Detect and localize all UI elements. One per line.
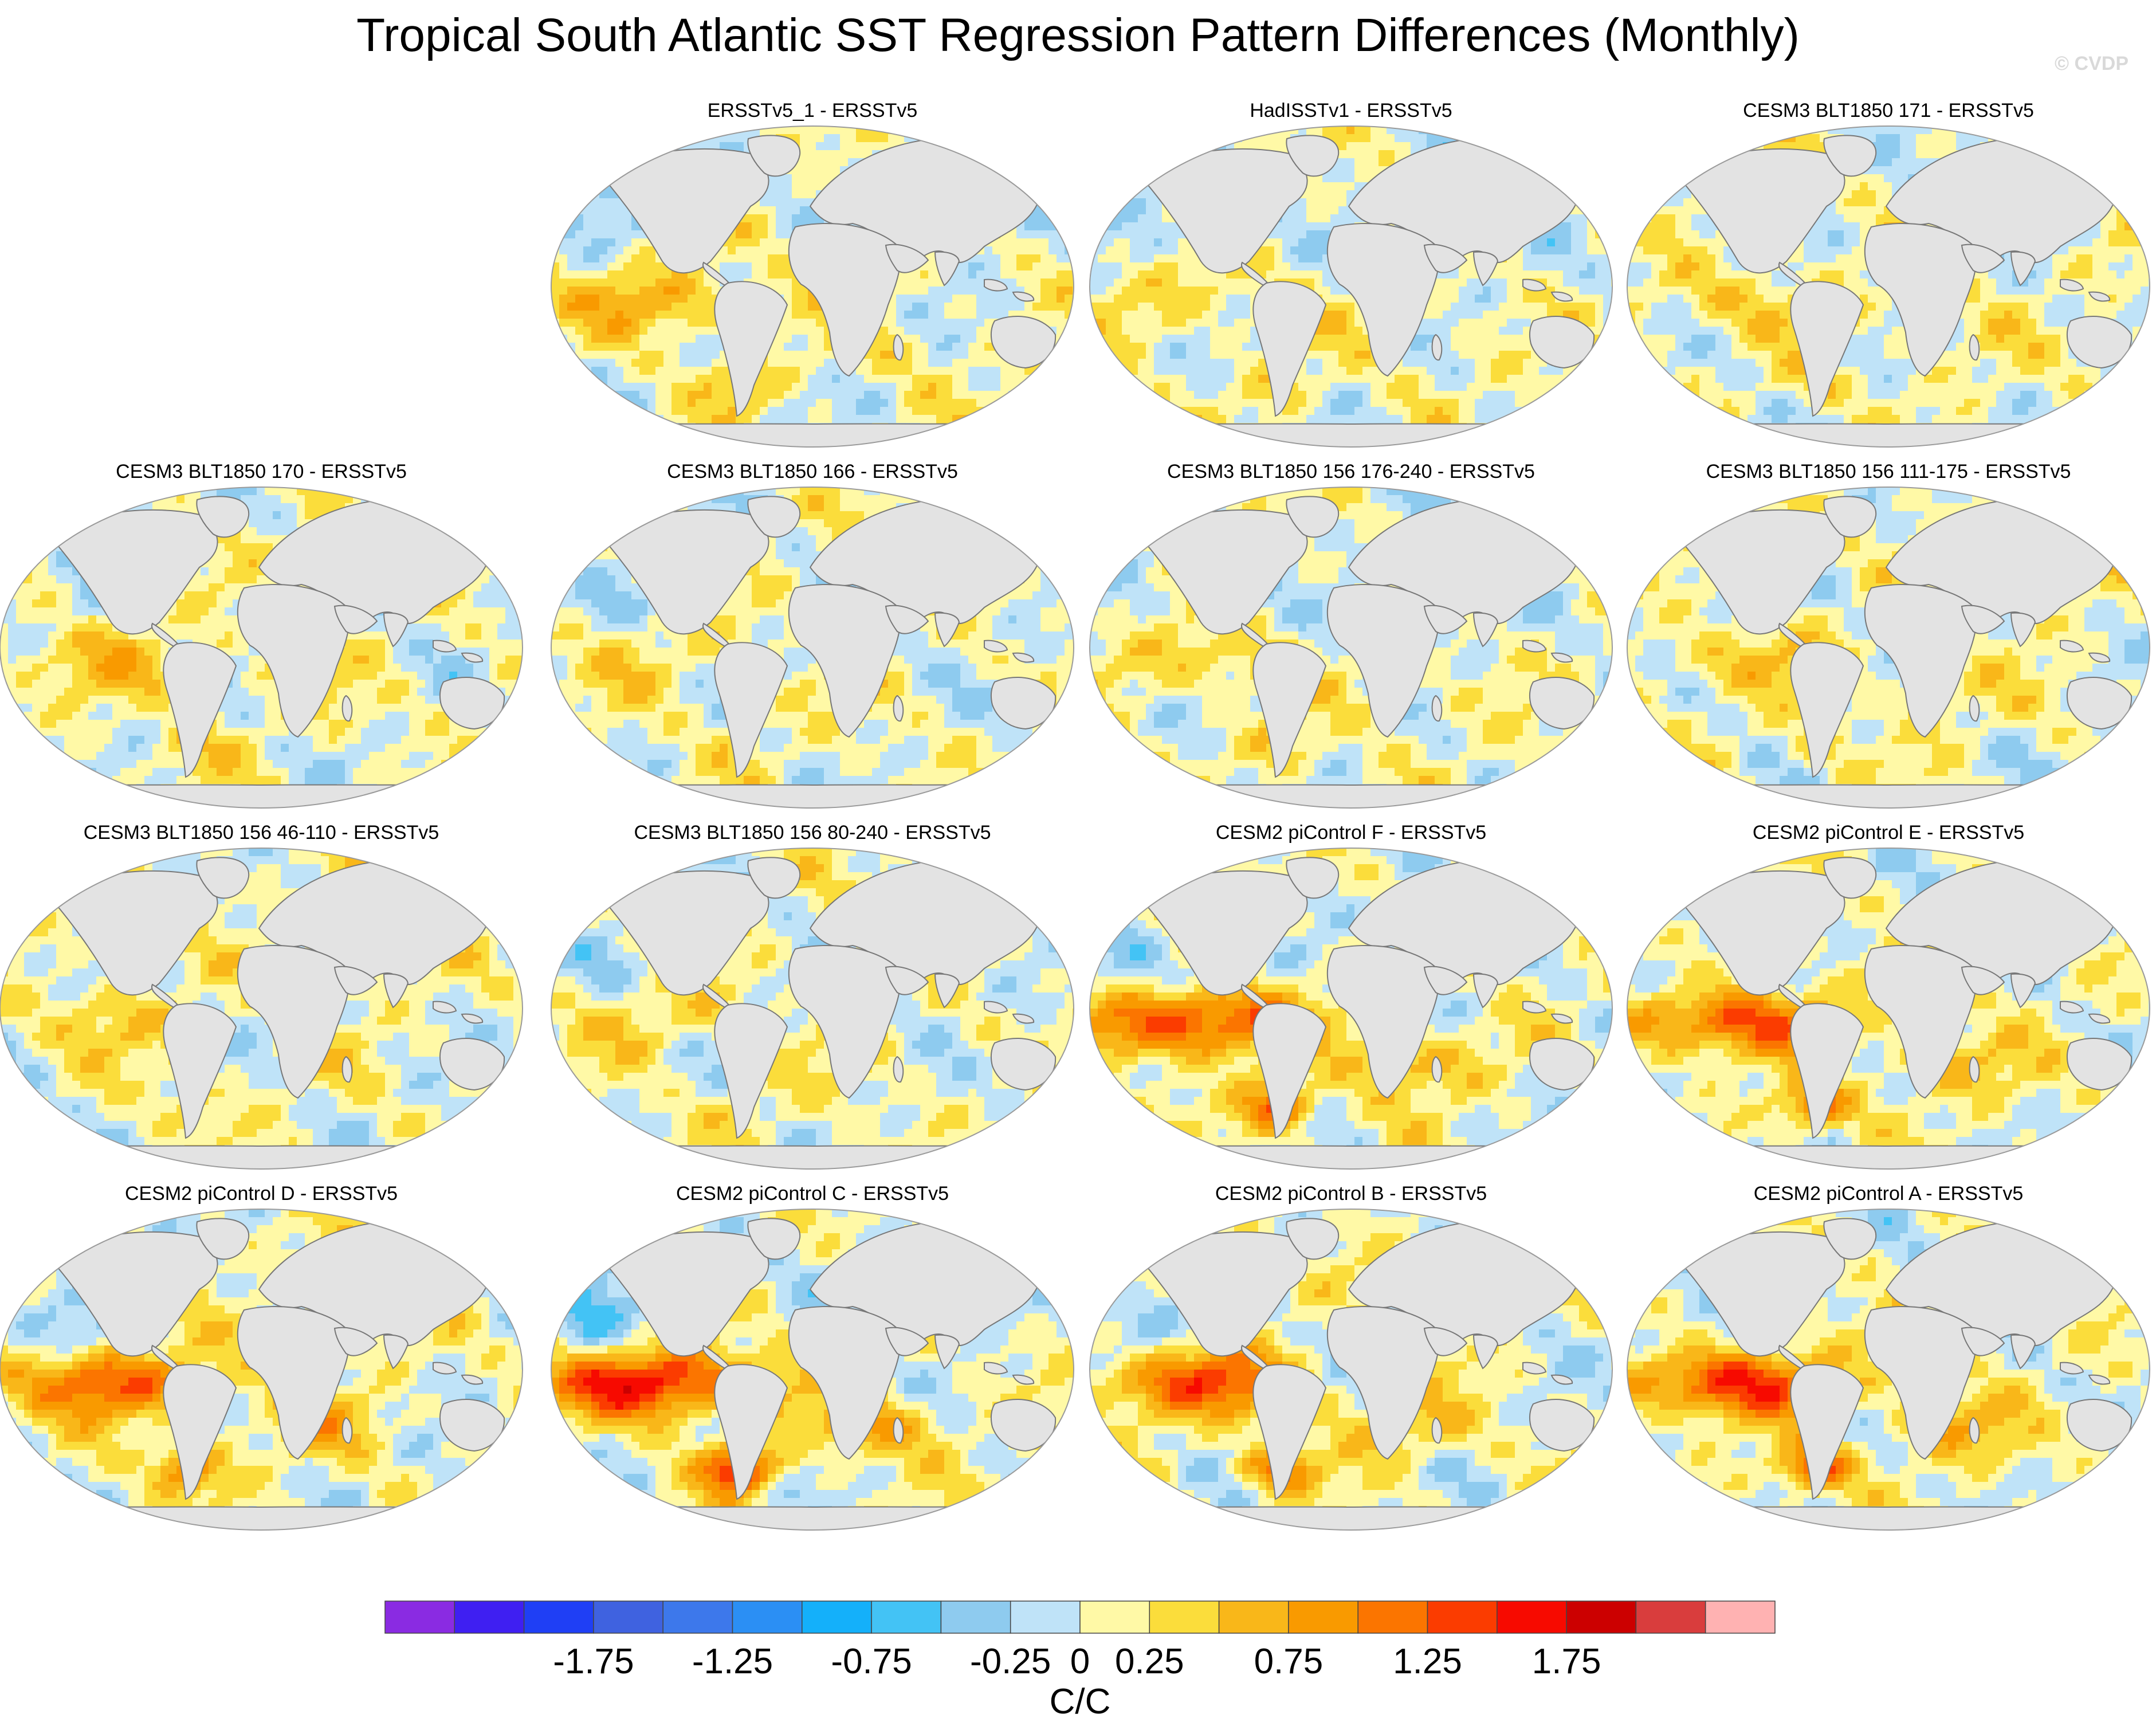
colorbar-swatch	[1566, 1601, 1637, 1634]
map-panel: HadISSTv1 - ERSSTv5	[1089, 100, 1613, 448]
panel-title: CESM3 BLT1850 170 - ERSSTv5	[116, 461, 407, 483]
colorbar-tick-label: -0.25	[970, 1642, 1051, 1681]
colorbar-swatch	[1218, 1601, 1289, 1634]
map-panel: CESM3 BLT1850 171 - ERSSTv5	[1627, 100, 2150, 448]
map-panel: CESM3 BLT1850 170 - ERSSTv5	[0, 461, 523, 809]
colorbar-swatch	[1427, 1601, 1498, 1634]
colorbar-tick-label: -1.75	[553, 1642, 634, 1681]
colorbar-tick-label: 1.25	[1393, 1642, 1462, 1681]
panel-title: CESM3 BLT1850 156 80-240 - ERSSTv5	[634, 822, 991, 844]
globe-outline	[551, 487, 1074, 809]
globe-outline	[1089, 1209, 1613, 1531]
panel-title: CESM3 BLT1850 166 - ERSSTv5	[667, 461, 958, 483]
colorbar-swatch	[1357, 1601, 1428, 1634]
globe-outline	[0, 848, 523, 1170]
colorbar-swatch	[454, 1601, 525, 1634]
map-panel: CESM2 piControl C - ERSSTv5	[551, 1183, 1074, 1531]
globe-outline	[551, 848, 1074, 1170]
panel-title: CESM3 BLT1850 156 46-110 - ERSSTv5	[84, 822, 439, 844]
colorbar-tick-label: -1.25	[692, 1642, 773, 1681]
colorbar: -1.75 -1.25 -0.75 -0.25 0 0.25 0.75 1.25 1.75 C/C	[384, 1601, 1776, 1721]
colorbar-tick-label: -0.75	[831, 1642, 912, 1681]
map-panel: ERSSTv5_1 - ERSSTv5	[551, 100, 1074, 448]
cvdp-watermark: © CVDP	[2055, 53, 2128, 75]
colorbar-tick-label: 0	[1070, 1642, 1090, 1681]
map-panel: CESM3 BLT1850 166 - ERSSTv5	[551, 461, 1074, 809]
globe-outline	[1089, 125, 1613, 448]
panel-title: CESM3 BLT1850 171 - ERSSTv5	[1743, 100, 2034, 121]
globe-outline	[0, 1209, 523, 1531]
panel-title: CESM2 piControl A - ERSSTv5	[1754, 1183, 2024, 1205]
colorbar-swatch	[940, 1601, 1011, 1634]
panel-title: CESM2 piControl B - ERSSTv5	[1215, 1183, 1487, 1205]
map-panel: CESM2 piControl A - ERSSTv5	[1627, 1183, 2150, 1531]
colorbar-swatch	[802, 1601, 872, 1634]
globe-outline	[1627, 125, 2150, 448]
colorbar-tick-label: 1.75	[1532, 1642, 1601, 1681]
colorbar-swatch	[1149, 1601, 1220, 1634]
map-panel: CESM3 BLT1850 156 46-110 - ERSSTv5	[0, 822, 523, 1170]
map-panel: CESM2 piControl B - ERSSTv5	[1089, 1183, 1613, 1531]
globe-outline	[0, 487, 523, 809]
map-panel: CESM3 BLT1850 156 176-240 - ERSSTv5	[1089, 461, 1613, 809]
globe-outline	[1627, 487, 2150, 809]
colorbar-swatch	[1010, 1601, 1081, 1634]
panels-layer: ERSSTv5_1 - ERSSTv5 HadISSTv1 - ERSSTv5 CE…	[0, 100, 2150, 1531]
colorbar-swatch	[593, 1601, 663, 1634]
colorbar-swatch	[1635, 1601, 1706, 1634]
colorbar-tick-label: 0.25	[1115, 1642, 1184, 1681]
colorbar-units-label: C/C	[1050, 1682, 1111, 1721]
globe-outline	[551, 1209, 1074, 1531]
colorbar-swatch	[662, 1601, 733, 1634]
colorbar-swatch	[871, 1601, 942, 1634]
panel-title: CESM3 BLT1850 156 111-175 - ERSSTv5	[1706, 461, 2071, 483]
colorbar-swatch	[384, 1601, 455, 1634]
panel-title: HadISSTv1 - ERSSTv5	[1250, 100, 1452, 121]
globe-outline	[551, 125, 1074, 448]
colorbar-swatch	[1288, 1601, 1358, 1634]
panel-title: ERSSTv5_1 - ERSSTv5	[708, 100, 918, 121]
map-panel: CESM3 BLT1850 156 111-175 - ERSSTv5	[1627, 461, 2150, 809]
panel-title: CESM2 piControl D - ERSSTv5	[125, 1183, 398, 1205]
map-panel: CESM2 piControl E - ERSSTv5	[1627, 822, 2150, 1170]
panel-title: CESM2 piControl C - ERSSTv5	[676, 1183, 949, 1205]
map-panel: CESM2 piControl D - ERSSTv5	[0, 1183, 523, 1531]
map-panel: CESM2 piControl F - ERSSTv5	[1089, 822, 1613, 1170]
panel-title: CESM2 piControl E - ERSSTv5	[1753, 822, 2024, 844]
colorbar-swatch	[1079, 1601, 1150, 1634]
figure-title: Tropical South Atlantic SST Regression P…	[0, 7, 2156, 64]
panel-title: CESM2 piControl F - ERSSTv5	[1216, 822, 1486, 844]
map-panel: CESM3 BLT1850 156 80-240 - ERSSTv5	[551, 822, 1074, 1170]
globe-outline	[1089, 487, 1613, 809]
colorbar-swatch	[732, 1601, 803, 1634]
colorbar-swatch	[1497, 1601, 1567, 1634]
colorbar-swatch	[1705, 1601, 1776, 1634]
colorbar-swatch	[523, 1601, 594, 1634]
globe-outline	[1627, 1209, 2150, 1531]
globe-outline	[1089, 848, 1613, 1170]
globe-outline	[1627, 848, 2150, 1170]
colorbar-tick-label: 0.75	[1254, 1642, 1324, 1681]
panel-title: CESM3 BLT1850 156 176-240 - ERSSTv5	[1167, 461, 1535, 483]
